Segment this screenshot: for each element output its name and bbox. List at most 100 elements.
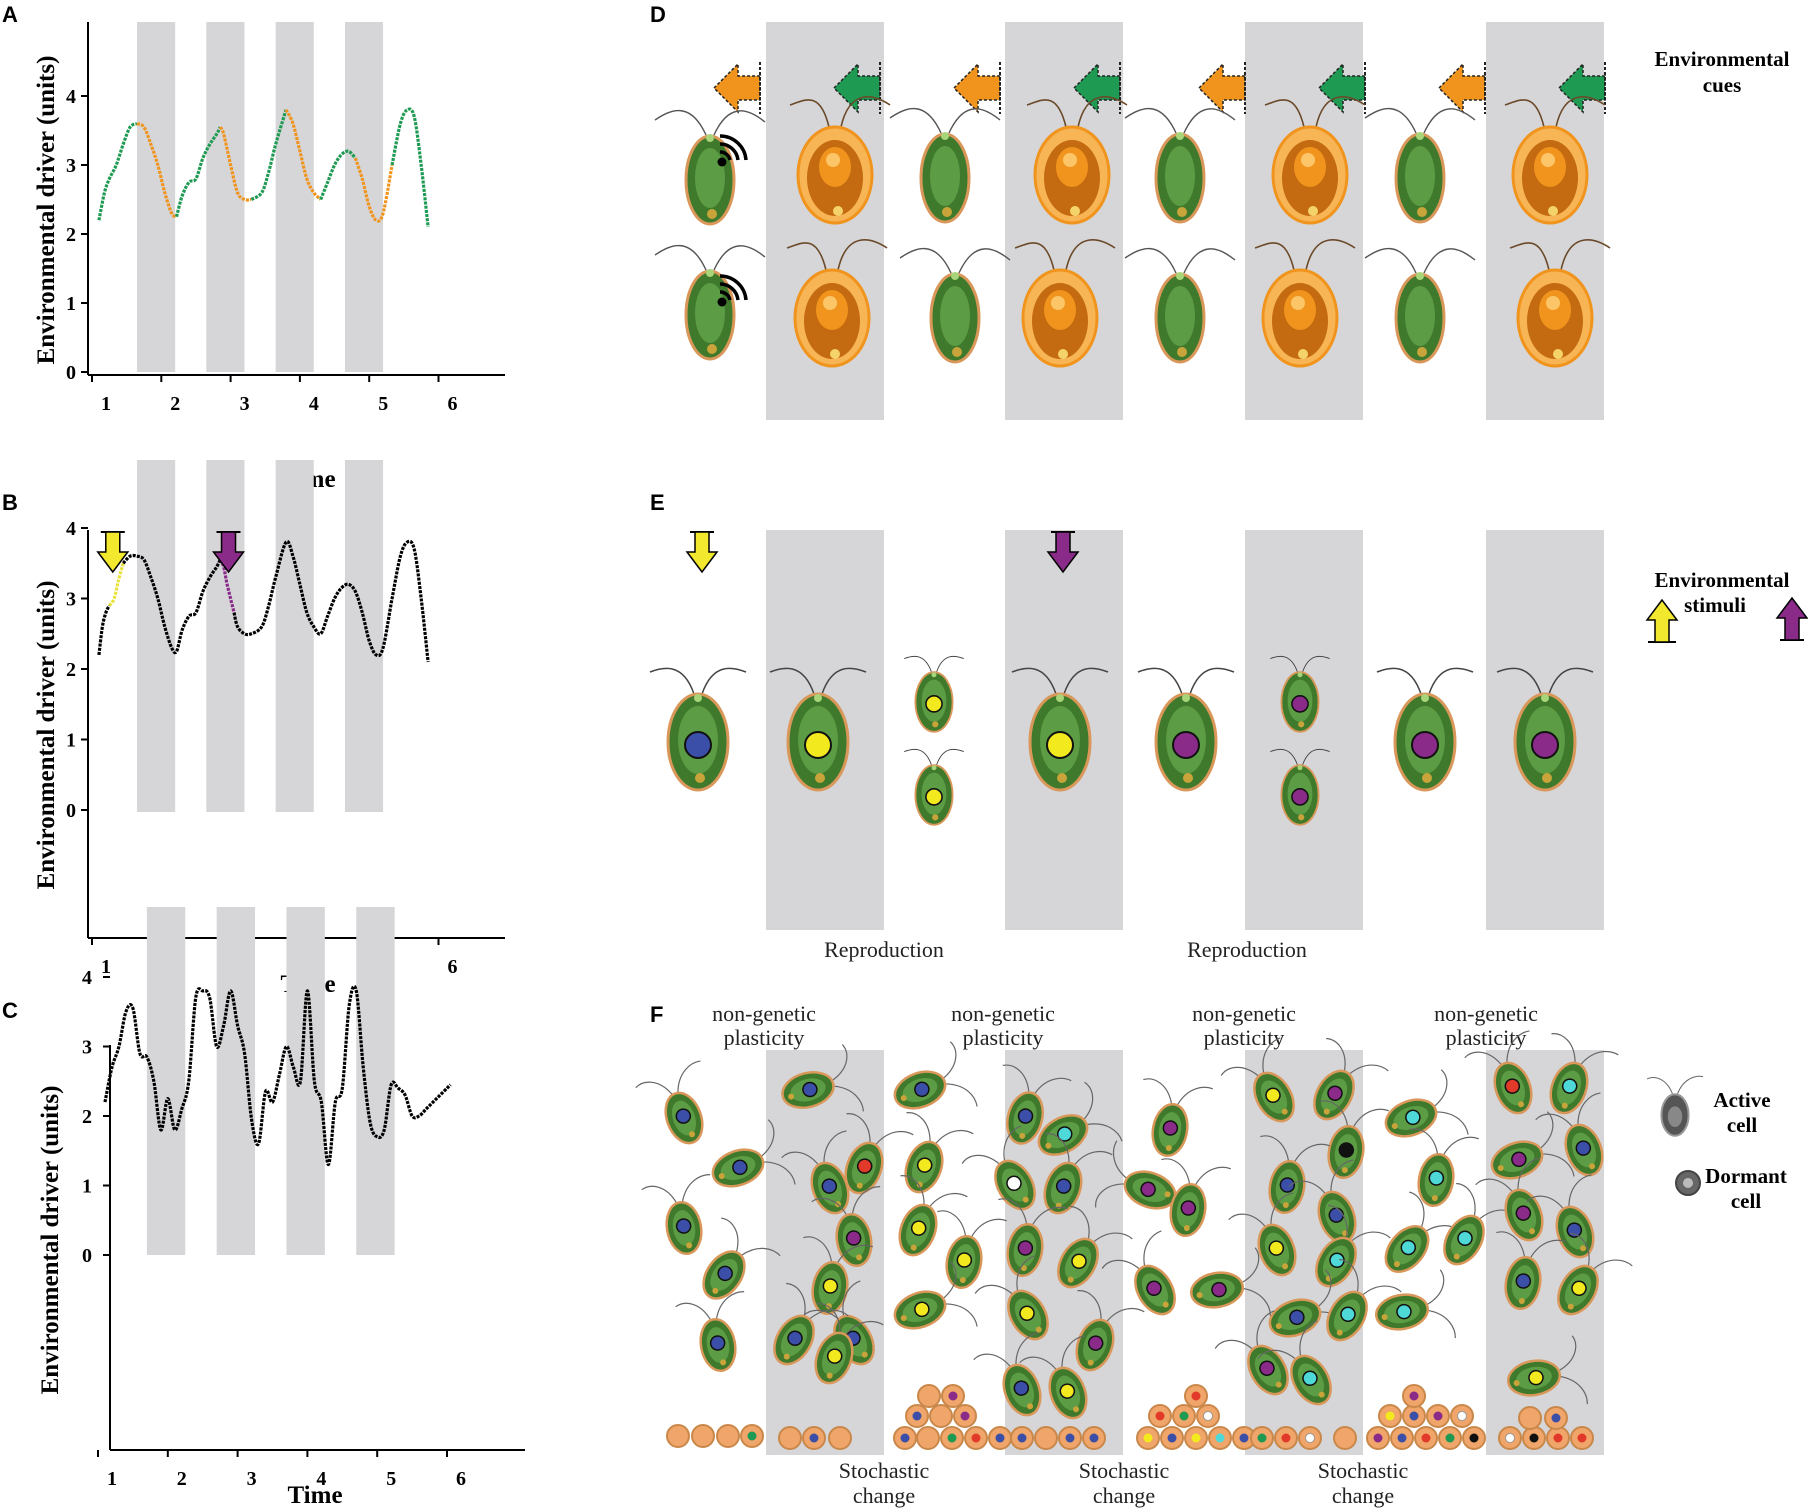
panel-d-active-cell xyxy=(1123,247,1237,364)
active-cell xyxy=(1212,1309,1313,1412)
down-arrow-icon xyxy=(1046,531,1080,574)
x-tick-label: 3 xyxy=(240,393,250,415)
dormant-cell xyxy=(1274,1426,1298,1450)
active-cell xyxy=(1218,1036,1319,1139)
panel-f-top-label-1b: plasticity xyxy=(724,1025,805,1050)
panel-b-ylabel: Environmental driver (units) xyxy=(33,581,60,890)
y-tick-label: 4 xyxy=(66,518,76,540)
y-tick-label: 3 xyxy=(66,155,76,177)
panel-d: D xyxy=(650,2,1790,420)
active-cell xyxy=(790,1299,885,1396)
panel-c-y-ticks: 0 1 2 3 4 xyxy=(82,967,110,1267)
panel-f-bottom-label-1b: change xyxy=(853,1483,915,1508)
panel-d-cue-arrows xyxy=(712,62,1606,114)
panel-d-active-cell xyxy=(653,109,767,226)
active-cell xyxy=(1362,1188,1467,1293)
series-line xyxy=(232,539,430,663)
series-line xyxy=(136,122,178,219)
dormant-cell xyxy=(1232,1426,1256,1450)
y-tick-label: 4 xyxy=(66,86,76,108)
dormant-cell xyxy=(716,1424,740,1448)
dormant-cell xyxy=(1082,1426,1106,1450)
x-tick-label: 1 xyxy=(107,1468,117,1490)
panel-e-cell xyxy=(1010,666,1110,792)
panel-d-label: D xyxy=(650,2,666,27)
shaded-period xyxy=(344,22,384,372)
active-cell xyxy=(1473,1156,1568,1253)
dormant-cell xyxy=(1184,1426,1208,1450)
panel-f-top-label-3b: plasticity xyxy=(1204,1025,1285,1050)
dormant-cell xyxy=(1298,1426,1322,1450)
panel-d-signal-icons xyxy=(717,134,748,307)
x-tick-label: 2 xyxy=(177,1468,187,1490)
panel-c-shaded-periods xyxy=(146,907,395,1255)
dormant-cell xyxy=(778,1426,802,1450)
panel-e-cells xyxy=(648,655,1595,826)
series-line xyxy=(108,562,125,607)
panel-c: C 0 1 2 3 4 1 2 3 4 5 6 Time Environmental driver… xyxy=(2,907,525,1509)
series-line xyxy=(353,157,394,223)
series-line xyxy=(218,126,252,202)
dormant-cell xyxy=(1402,1404,1426,1428)
y-tick-label: 3 xyxy=(66,589,76,611)
dormant-cell xyxy=(1414,1426,1438,1450)
active-cell xyxy=(809,1184,895,1273)
series-line xyxy=(103,984,452,1167)
active-cell xyxy=(1017,1334,1112,1431)
panel-c-xlabel: Time xyxy=(287,1482,342,1509)
panel-c-x-ticks: 1 2 3 4 5 6 xyxy=(97,1450,466,1490)
dormant-cell xyxy=(1546,1426,1570,1450)
active-cell xyxy=(1373,1067,1470,1162)
active-cell xyxy=(874,1171,969,1268)
shaded-period xyxy=(286,907,325,1255)
active-cell xyxy=(1305,1096,1391,1185)
panel-f-label: F xyxy=(650,1002,663,1027)
legend-dormant-1: Dormant xyxy=(1705,1164,1787,1188)
shaded-period xyxy=(275,22,314,372)
x-tick-label: 6 xyxy=(448,393,458,415)
panel-f-dormant-cells xyxy=(666,1384,1594,1450)
active-cell xyxy=(1019,1129,1114,1226)
left-arrow-icon xyxy=(1197,62,1246,114)
legend-active-2: cell xyxy=(1727,1113,1757,1137)
dormant-cell xyxy=(917,1384,941,1408)
x-tick-label: 5 xyxy=(386,1468,396,1490)
y-tick-label: 3 xyxy=(82,1037,92,1059)
dormant-cell xyxy=(1333,1426,1357,1450)
active-cell xyxy=(1525,1029,1620,1126)
panel-e: E Re xyxy=(648,490,1808,962)
panel-e-shaded-periods xyxy=(766,530,1604,930)
left-arrow-icon xyxy=(1437,62,1486,114)
panel-a-axes xyxy=(87,22,505,376)
active-cell xyxy=(1291,1201,1392,1304)
dormant-cell xyxy=(1058,1426,1082,1450)
dormant-cell-icon xyxy=(1675,1170,1701,1196)
panel-d-active-cell xyxy=(1363,247,1477,364)
panel-c-axes xyxy=(109,1045,525,1451)
dormant-cell xyxy=(953,1404,977,1428)
panel-e-cell xyxy=(1269,748,1331,826)
dormant-cell xyxy=(666,1424,690,1448)
left-arrow-icon xyxy=(952,62,1001,114)
panel-f-bottom-label-2b: change xyxy=(1093,1483,1155,1508)
down-arrow-icon xyxy=(96,531,130,574)
active-cell xyxy=(633,1059,728,1156)
series-line xyxy=(122,553,222,655)
y-tick-label: 0 xyxy=(66,362,76,384)
panel-e-cell xyxy=(1136,666,1236,792)
x-tick-label: 6 xyxy=(456,1468,466,1490)
dormant-cell xyxy=(929,1404,953,1428)
series-line xyxy=(390,107,430,228)
panel-e-label: E xyxy=(650,490,665,515)
panel-f-top-label-1a: non-genetic xyxy=(712,1001,816,1026)
shaded-period xyxy=(206,460,245,812)
shaded-period xyxy=(137,460,176,812)
active-cell xyxy=(789,1232,875,1321)
active-cell xyxy=(779,1129,874,1226)
active-cell xyxy=(1533,1091,1628,1188)
panel-a-shaded-periods xyxy=(137,22,384,372)
panel-e-cell xyxy=(648,666,748,792)
active-cell xyxy=(679,1214,782,1318)
x-tick-label: 1 xyxy=(101,956,111,978)
